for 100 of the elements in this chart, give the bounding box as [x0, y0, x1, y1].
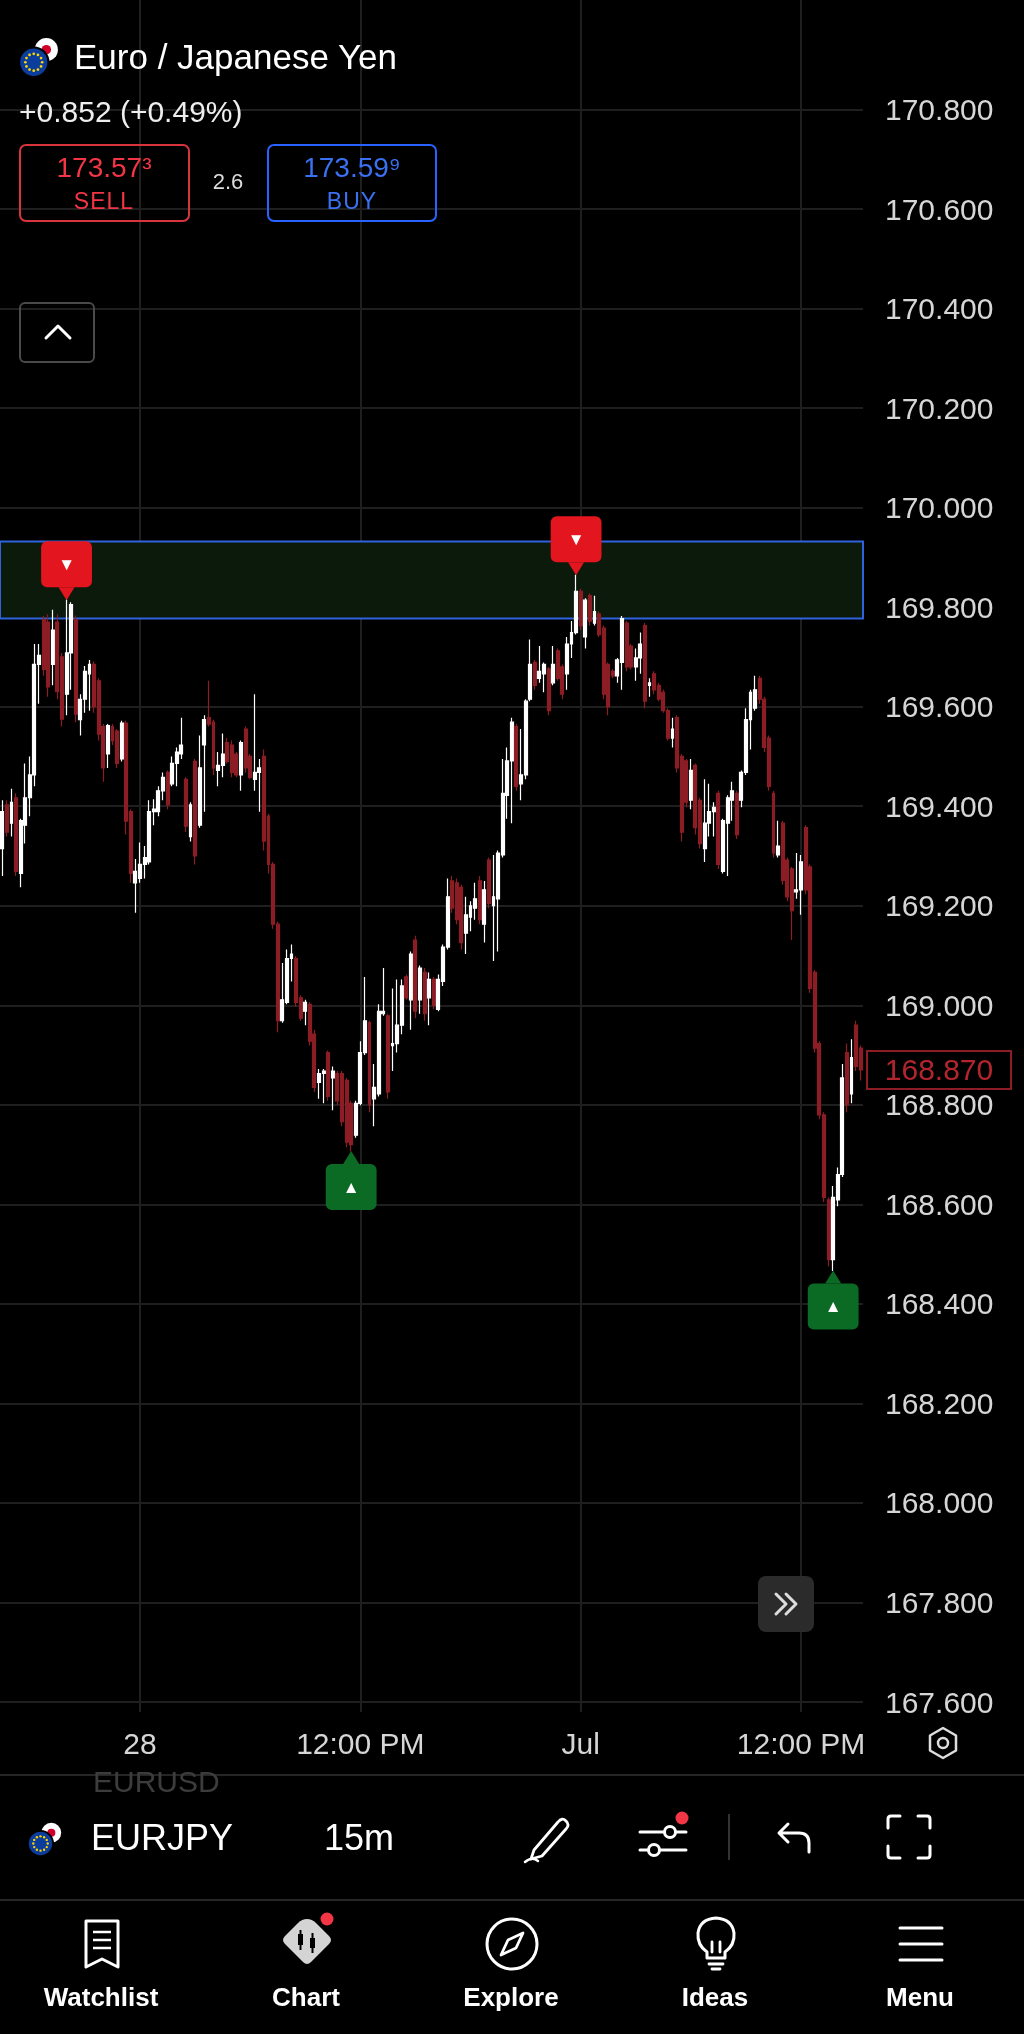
candlestick: [844, 1043, 850, 1113]
y-tick-label: 168.000: [885, 1486, 994, 1520]
candlestick: [201, 714, 207, 813]
data-label: ▼: [567, 529, 585, 549]
candlestick: [431, 976, 437, 1010]
text: Ideas: [681, 1982, 749, 2012]
y-tick-label: 167.600: [885, 1685, 994, 1719]
candlestick: [165, 769, 171, 810]
candlestick: [642, 622, 648, 709]
candlestick: [619, 615, 625, 691]
candlestick: [849, 1038, 854, 1104]
y-tick-label: 168.600: [885, 1187, 994, 1221]
candlestick: [715, 790, 721, 870]
annotation: SELL: [73, 188, 135, 214]
candlestick: [13, 792, 19, 877]
text: 15m: [324, 1817, 395, 1858]
candlestick: [509, 717, 515, 824]
candlestick: [119, 720, 125, 763]
candlestick: [486, 856, 492, 909]
point: [343, 1151, 360, 1165]
candlestick: [771, 790, 776, 859]
data-label: ▼: [58, 554, 75, 574]
candlestick: [587, 592, 593, 627]
candlestick: [403, 973, 409, 1001]
x-tick-label: 28: [123, 1726, 157, 1760]
x-tick-label: 12:00 PM: [736, 1726, 866, 1760]
candlestick: [578, 588, 584, 631]
candlestick: [50, 609, 56, 686]
point: [825, 1270, 842, 1284]
candlestick: [4, 799, 10, 838]
annotation: BUY: [326, 188, 378, 214]
annotation: 2.6: [212, 169, 244, 194]
text: Chart: [272, 1982, 340, 2012]
y-tick-label: 169.600: [885, 690, 994, 724]
candlestick: [417, 964, 423, 1015]
y-tick-label: 170.200: [885, 391, 994, 425]
candlestick: [647, 677, 652, 698]
candlestick: [408, 950, 414, 1031]
y-tick-label: 169.800: [885, 590, 994, 624]
text: Euro / Japanese Yen: [74, 37, 398, 76]
candlestick: [367, 1020, 372, 1113]
candlestick: [670, 717, 675, 749]
candlestick: [316, 1068, 322, 1100]
candlestick: [64, 599, 70, 716]
x-tick-label: 12:00 PM: [296, 1726, 425, 1760]
candlestick: [105, 723, 111, 769]
candlestick: [582, 597, 588, 650]
candlestick: [734, 790, 740, 840]
data-label: ▲: [824, 1297, 842, 1317]
candlestick: [546, 666, 552, 716]
candlestick: [702, 778, 708, 863]
y-tick-label: 169.200: [885, 889, 994, 923]
text: 168.870: [866, 1050, 1012, 1090]
candlestick: [188, 801, 193, 843]
candlestick: [481, 880, 487, 944]
candlestick: [688, 758, 694, 810]
y-tick-label: 168.400: [885, 1287, 994, 1321]
candlestick: [321, 1068, 327, 1104]
y-tick-label: 167.800: [885, 1586, 994, 1620]
text: EURJPY: [91, 1817, 234, 1858]
candlestick: [325, 1049, 331, 1102]
point: [568, 562, 585, 576]
text: +0.852 (+0.49%): [19, 95, 243, 128]
point: [58, 587, 75, 601]
annotation: 173.57³: [56, 152, 152, 183]
candlestick: [385, 1013, 391, 1100]
candlestick: [87, 659, 92, 712]
candlestick: [463, 896, 469, 955]
y-tick-label: 170.400: [885, 292, 994, 326]
text: EURUSD: [93, 1765, 220, 1798]
text: Menu: [886, 1982, 954, 2012]
text: Explore: [463, 1982, 559, 2012]
candlestick: [192, 758, 198, 866]
candlestick: [513, 723, 519, 792]
candlestick: [9, 788, 14, 838]
candlestick: [73, 615, 79, 723]
candlestick: [491, 854, 496, 962]
y-tick-label: 168.800: [885, 1088, 994, 1122]
candlestick: [592, 595, 597, 627]
candlestick: [0, 799, 5, 877]
candlestick: [798, 854, 804, 916]
candlestick: [183, 776, 189, 833]
candlestick: [45, 613, 51, 698]
y-tick-label: 170.600: [885, 192, 994, 226]
candlestick: [302, 999, 308, 1026]
candlestick: [775, 820, 781, 859]
candlestick: [532, 659, 538, 691]
y-tick-label: 170.000: [885, 491, 994, 525]
candlestick: [197, 734, 203, 829]
candlestick: [477, 875, 483, 925]
annotation: 173.59⁹: [303, 152, 401, 183]
candlestick: [624, 620, 630, 672]
y-tick-label: 168.200: [885, 1386, 994, 1420]
candlestick: [229, 739, 235, 778]
x-tick-label: Jul: [561, 1726, 600, 1760]
candlestick: [114, 728, 120, 769]
candlestick: [422, 967, 428, 1022]
candlestick: [238, 739, 244, 792]
y-tick-label: 170.800: [885, 92, 994, 126]
text: Watchlist: [43, 1982, 159, 2012]
